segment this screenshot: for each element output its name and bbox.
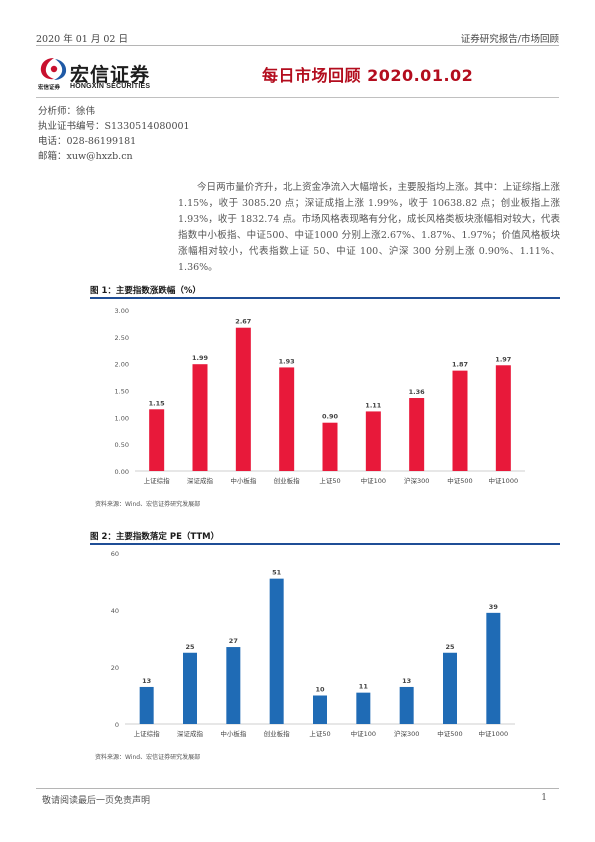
chart2-data-label: 13 bbox=[142, 677, 151, 685]
chart1-ytick-label: 2.00 bbox=[115, 361, 129, 369]
analyst-email[interactable]: 邮箱：xuw@hxzb.cn bbox=[38, 151, 133, 162]
chart1-bar bbox=[235, 327, 251, 471]
analyst-phone: 电话：028-86199181 bbox=[38, 136, 137, 147]
chart2-bar bbox=[226, 647, 241, 724]
figure2-title: 图 2：主要指数落定 PE（TTM） bbox=[90, 532, 220, 542]
chart2-ytick-label: 40 bbox=[111, 607, 119, 615]
chart2-bar bbox=[443, 652, 457, 724]
figure2-chart: 0 20 40 60 13 上证综指 25 深证成指 27 中小板指 51 创业板指 10 上证50 11 中… bbox=[90, 546, 560, 748]
chart1-category-label: 深证成指 bbox=[187, 476, 214, 485]
chart1-ytick-label: 2.50 bbox=[115, 334, 129, 342]
chart2-category-label: 上证综指 bbox=[134, 729, 161, 738]
chart2-data-label: 51 bbox=[272, 569, 282, 577]
page-header: 2020 年 01 月 02 日 证券研究报告/市场回顾 bbox=[36, 30, 559, 46]
chart1-bar bbox=[149, 409, 165, 471]
chart1-ytick-label: 1.00 bbox=[115, 414, 129, 422]
analyst-info: 分析师：徐伟 执业证书编号：S1330514080001 电话：028-8619… bbox=[38, 104, 190, 164]
chart1-bar bbox=[322, 422, 338, 471]
chart1-data-label: 1.36 bbox=[409, 388, 426, 396]
chart2-data-label: 13 bbox=[402, 677, 411, 685]
chart2-category-label: 中小板指 bbox=[220, 729, 247, 738]
figure1-rule bbox=[90, 297, 560, 299]
logo-cn-name: 宏信证券 bbox=[70, 64, 151, 86]
footer-disclaimer[interactable]: 敬请阅读最后一页免责声明 bbox=[42, 796, 151, 806]
chart1-bar bbox=[192, 364, 208, 471]
figure2-rule bbox=[90, 543, 560, 545]
chart1-bar bbox=[452, 370, 468, 471]
company-logo: 宏信证券 宏信证券 HONGXIN SECURITIES bbox=[38, 55, 168, 95]
chart1-data-label: 1.87 bbox=[452, 361, 468, 369]
analyst-name: 分析师：徐伟 bbox=[38, 106, 96, 117]
figure1-source: 资料来源：Wind、宏信证券研究发展部 bbox=[95, 501, 201, 508]
chart2-bar bbox=[399, 686, 414, 724]
footer-divider bbox=[36, 788, 559, 789]
chart2-category-label: 创业板指 bbox=[264, 729, 291, 738]
chart1-bar bbox=[495, 365, 511, 471]
chart2-ytick-label: 20 bbox=[111, 664, 119, 672]
page-number: 1 bbox=[541, 793, 547, 803]
figure2-source: 资料来源：Wind、宏信证券研究发展部 bbox=[95, 754, 201, 761]
chart2-data-label: 11 bbox=[359, 683, 369, 691]
chart2-category-label: 上证50 bbox=[309, 729, 330, 738]
figure1-title: 图 1：主要指数涨跌幅（%） bbox=[90, 286, 201, 296]
chart1-data-label: 2.67 bbox=[235, 318, 251, 326]
chart2-bar bbox=[486, 612, 501, 724]
chart1-category-label: 沪深300 bbox=[404, 476, 429, 485]
chart1-ytick-label: 3.00 bbox=[115, 307, 129, 315]
chart1-bar bbox=[365, 411, 381, 471]
chart2-data-label: 25 bbox=[445, 643, 455, 651]
chart1-category-label: 中证500 bbox=[447, 476, 472, 485]
chart2-category-label: 沪深300 bbox=[394, 729, 419, 738]
figure2-svg: 0 20 40 60 13 上证综指 25 深证成指 27 中小板指 51 创业板指 10 上证50 11 中… bbox=[111, 550, 515, 738]
chart1-data-label: 1.97 bbox=[495, 355, 511, 363]
logo-mark-icon bbox=[40, 58, 67, 80]
chart2-ytick-label: 0 bbox=[115, 721, 119, 729]
chart1-ytick-label: 0.50 bbox=[115, 441, 129, 449]
chart1-category-label: 中证100 bbox=[361, 476, 386, 485]
chart2-category-label: 中证100 bbox=[351, 729, 376, 738]
report-title: 每日市场回顾 2020.01.02 bbox=[262, 66, 474, 85]
chart1-data-label: 1.15 bbox=[149, 399, 166, 407]
chart2-bar bbox=[313, 695, 327, 724]
chart1-data-label: 1.93 bbox=[279, 357, 295, 365]
figure1-svg: 0.00 0.50 1.00 1.50 2.00 2.50 3.00 1.15 上证综指 1.99… bbox=[115, 307, 525, 485]
logo-en-name: HONGXIN SECURITIES bbox=[70, 83, 151, 90]
chart2-category-label: 中证500 bbox=[437, 729, 462, 738]
chart1-bar bbox=[409, 398, 425, 471]
chart2-category-label: 中证1000 bbox=[479, 729, 509, 738]
chart1-data-label: 0.90 bbox=[322, 413, 339, 421]
report-category: 证券研究报告/市场回顾 bbox=[460, 34, 559, 45]
report-date: 2020 年 01 月 02 日 bbox=[36, 34, 128, 45]
chart1-bar bbox=[279, 367, 295, 471]
chart1-category-label: 上证综指 bbox=[144, 476, 171, 485]
chart1-data-label: 1.11 bbox=[365, 401, 382, 409]
chart2-data-label: 39 bbox=[489, 603, 499, 611]
chart2-bar bbox=[139, 686, 154, 724]
chart1-category-label: 上证50 bbox=[319, 476, 340, 485]
figure1-chart: 0.00 0.50 1.00 1.50 2.00 2.50 3.00 1.15 上证综指 1.99… bbox=[90, 300, 560, 499]
chart2-ytick-label: 60 bbox=[111, 550, 119, 558]
chart2-data-label: 27 bbox=[229, 637, 238, 645]
chart2-data-label: 25 bbox=[185, 643, 195, 651]
title-divider bbox=[36, 97, 559, 98]
chart2-data-label: 10 bbox=[315, 686, 325, 694]
chart1-category-label: 中证1000 bbox=[489, 476, 519, 485]
chart1-ytick-label: 0.00 bbox=[115, 468, 129, 476]
chart2-bar bbox=[183, 652, 197, 724]
chart1-category-label: 中小板指 bbox=[230, 476, 256, 485]
analyst-cert: 执业证书编号：S1330514080001 bbox=[38, 121, 190, 132]
logo-cn-small: 宏信证券 bbox=[38, 85, 61, 91]
market-summary: 今日两市量价齐升，北上资金净流入大幅增长，主要股指均上涨。其中：上证综指上涨 1… bbox=[178, 182, 560, 273]
chart1-category-label: 创业板指 bbox=[274, 476, 301, 485]
chart1-ytick-label: 1.50 bbox=[115, 388, 129, 396]
chart2-bar bbox=[356, 692, 371, 724]
chart2-category-label: 深证成指 bbox=[177, 729, 204, 738]
chart1-data-label: 1.99 bbox=[192, 354, 209, 362]
chart2-bar bbox=[269, 578, 284, 724]
